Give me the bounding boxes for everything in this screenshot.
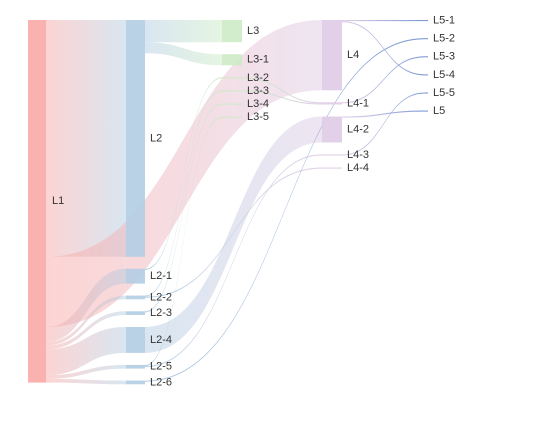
node-label: L3-1 [247,54,269,66]
node [126,311,145,315]
node [322,20,342,91]
node-label: L4-3 [347,149,369,161]
node-label: L4 [347,49,359,61]
node-label: L5-4 [433,69,455,81]
node-label: L2-4 [150,334,172,346]
node [425,56,428,58]
node [126,268,145,284]
link [342,21,425,76]
link [242,77,322,104]
link [145,116,222,367]
node-label: L2 [150,132,162,144]
node [126,20,145,257]
node [222,54,242,66]
node-label: L4-4 [347,162,369,174]
node [126,327,145,353]
node [222,20,242,43]
node-label: L2-1 [150,270,172,282]
link [46,20,322,328]
link [145,103,222,313]
links [46,20,425,385]
node [322,102,342,105]
link [46,20,126,257]
node [425,20,428,22]
node-label: L2-3 [150,307,172,319]
link [342,20,425,22]
node-label: L2-5 [150,361,172,373]
node [425,38,428,40]
node [425,74,428,76]
node-label: L1 [52,195,64,207]
node [126,380,145,385]
node [425,110,428,112]
node [322,116,342,143]
node-label: L3-2 [247,72,269,84]
node [322,167,342,169]
node [126,295,145,300]
node-label: L3-3 [247,85,269,97]
node [126,364,145,369]
node-label: L2-2 [150,291,172,303]
link [46,327,126,376]
link [145,116,322,353]
link [242,90,322,105]
link [145,20,222,43]
link [342,56,425,104]
node [322,154,342,156]
link [145,154,322,368]
node [222,103,242,105]
link [145,42,222,66]
link [342,110,425,118]
node-label: L5-1 [433,14,455,26]
link [145,90,222,297]
link [46,378,126,385]
link [46,311,126,350]
link [145,167,322,298]
node-label: L2-6 [150,376,172,388]
node-label: L5 [433,105,445,117]
node-label: L5-3 [433,51,455,63]
link [46,295,126,346]
node-label: L4-1 [347,97,369,109]
link [342,92,425,156]
node [222,77,242,79]
node [425,92,428,94]
node [222,90,242,92]
node-label: L3 [247,25,259,37]
link [145,77,222,270]
node [28,20,46,383]
link [46,364,126,379]
node-label: L3-4 [247,98,269,110]
node-label: L3-5 [247,111,269,123]
node-label: L4-2 [347,123,369,135]
node-label: L5-5 [433,87,455,99]
link [145,38,425,382]
link [46,268,126,342]
node-label: L5-2 [433,33,455,45]
node [222,116,242,118]
